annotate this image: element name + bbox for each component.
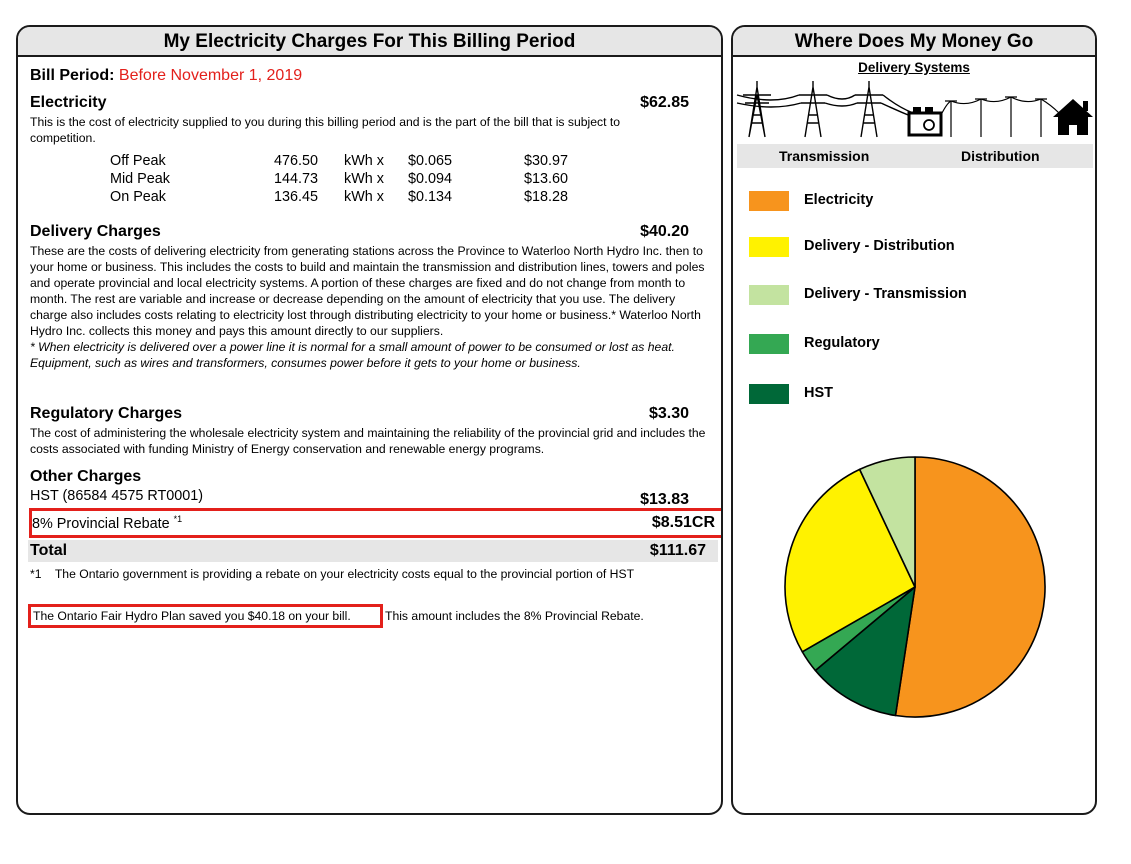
electricity-title: Electricity <box>30 94 107 111</box>
pie-slice-electricity <box>894 456 1046 718</box>
money-panel: Where Does My Money Go Delivery Systems … <box>731 25 1097 815</box>
usage-rate: $0.065 <box>408 153 453 169</box>
usage-kwh: 144.73 <box>274 171 319 187</box>
other-charges-title: Other Charges <box>30 468 142 485</box>
hst-row: HST (86584 4575 RT0001) $13.83 <box>30 488 709 508</box>
money-pie-chart <box>784 456 1046 718</box>
bill-period-value: Before November 1, 2019 <box>118 67 303 84</box>
usage-unit: kWh x <box>344 189 384 205</box>
legend-swatch <box>749 191 789 211</box>
delivery-section: Delivery Charges $40.20 These are the co… <box>30 223 709 371</box>
delivery-note: * When electricity is delivered over a p… <box>30 340 675 370</box>
diagram-label-bar: Transmission Distribution <box>737 144 1093 168</box>
legend-label: Delivery - Transmission <box>804 286 967 302</box>
usage-period: Mid Peak <box>110 171 170 187</box>
rebate-footnote-marker: *1 <box>173 514 183 524</box>
total-label: Total <box>30 542 68 559</box>
footnote: *1 The Ontario government is providing a… <box>30 566 709 582</box>
rebate-label: 8% Provincial Rebate *1 <box>32 514 182 532</box>
delivery-title: Delivery Charges <box>30 223 161 240</box>
usage-unit: kWh x <box>344 171 384 187</box>
usage-rate: $0.094 <box>408 171 453 187</box>
usage-rate: $0.134 <box>408 189 453 205</box>
transformer-icon <box>907 107 943 137</box>
regulatory-description: The cost of administering the wholesale … <box>30 426 706 456</box>
usage-unit: kWh x <box>344 153 384 169</box>
usage-period: Off Peak <box>110 153 166 169</box>
total-amount: $111.67 <box>649 542 706 559</box>
savings-text: The Ontario Fair Hydro Plan saved you $4… <box>33 609 351 623</box>
legend-label: Electricity <box>804 192 874 208</box>
hst-amount: $13.83 <box>640 491 689 508</box>
usage-kwh: 136.45 <box>274 189 319 205</box>
regulatory-section: Regulatory Charges $3.30 The cost of adm… <box>30 405 709 457</box>
legend-label: Delivery - Distribution <box>804 238 955 254</box>
usage-cost: $18.28 <box>524 189 569 205</box>
rebate-label-text: 8% Provincial Rebate <box>32 515 170 532</box>
legend-label: HST <box>804 385 833 401</box>
legend-swatch <box>749 237 789 257</box>
electricity-amount: $62.85 <box>640 94 689 111</box>
money-panel-title: Where Does My Money Go <box>733 27 1095 57</box>
footnote-text: The Ontario government is providing a re… <box>54 567 635 581</box>
utility-pole-icon <box>940 96 1060 137</box>
usage-cost: $30.97 <box>524 153 569 169</box>
rebate-amount: $8.51CR <box>651 514 715 531</box>
provincial-rebate-row: 8% Provincial Rebate *1 $8.51CR <box>29 508 721 538</box>
usage-kwh: 476.50 <box>274 153 319 169</box>
footnote-marker: *1 <box>30 567 42 581</box>
delivery-systems-title: Delivery Systems <box>858 60 970 75</box>
usage-period: On Peak <box>110 189 166 205</box>
legend-swatch <box>749 285 789 305</box>
other-charges-section: Other Charges <box>30 468 709 486</box>
delivery-systems-diagram <box>736 81 1093 138</box>
house-icon <box>1053 99 1093 135</box>
charges-panel: My Electricity Charges For This Billing … <box>16 25 723 815</box>
bill-period-label: Bill Period: <box>30 67 115 84</box>
usage-cost: $13.60 <box>524 171 569 187</box>
electricity-section: Electricity $62.85 This is the cost of e… <box>30 94 709 146</box>
regulatory-title: Regulatory Charges <box>30 405 183 422</box>
hst-label: HST (86584 4575 RT0001) <box>30 488 204 504</box>
transmission-tower-icon <box>736 81 914 138</box>
electricity-description: This is the cost of electricity supplied… <box>30 115 621 145</box>
savings-note: This amount includes the 8% Provincial R… <box>385 609 644 623</box>
regulatory-amount: $3.30 <box>648 405 689 422</box>
pie-slice-hst <box>814 586 916 717</box>
delivery-amount: $40.20 <box>640 223 689 240</box>
bill-period: Bill Period: Before November 1, 2019 <box>30 67 709 85</box>
transmission-label: Transmission <box>779 148 870 164</box>
charges-panel-title: My Electricity Charges For This Billing … <box>18 27 721 57</box>
legend-swatch <box>749 334 789 354</box>
total-row: Total $111.67 <box>28 540 718 562</box>
delivery-description: These are the costs of delivering electr… <box>30 244 705 338</box>
legend-swatch <box>749 384 789 404</box>
legend-label: Regulatory <box>804 335 880 351</box>
distribution-label: Distribution <box>961 148 1040 164</box>
pie-slice-delivery-transmission <box>858 456 916 588</box>
savings-highlight: The Ontario Fair Hydro Plan saved you $4… <box>28 604 383 628</box>
pie-slice-delivery-distribution <box>784 468 916 653</box>
